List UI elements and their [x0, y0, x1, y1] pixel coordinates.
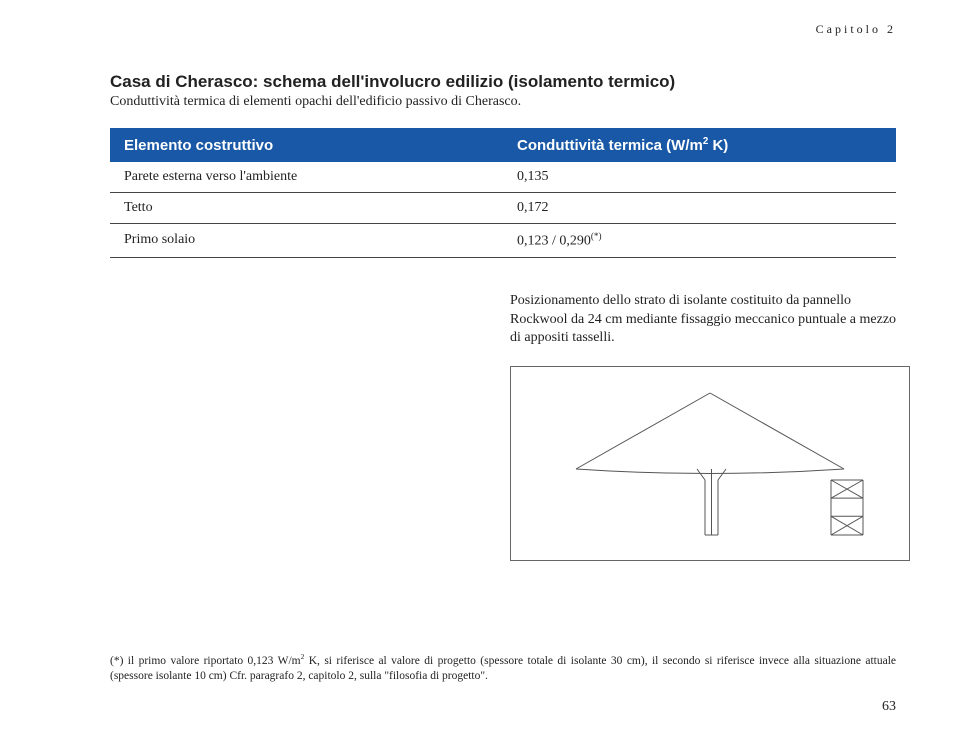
- footnote-pre: (*) il primo valore riportato 0,123 W/m: [110, 655, 301, 667]
- figure-caption: Posizionamento dello strato di isolante …: [510, 292, 910, 349]
- chapter-label: Capitolo 2: [816, 22, 896, 37]
- table-header-element: Elemento costruttivo: [110, 128, 503, 162]
- footnote: (*) il primo valore riportato 0,123 W/m2…: [110, 652, 896, 685]
- figure-box: [510, 366, 910, 561]
- conductivity-table: Elemento costruttivo Conduttività termic…: [110, 128, 896, 258]
- table-cell-value: 0,172: [503, 193, 896, 224]
- table-header-value-pre: Conduttività termica (W/m: [517, 137, 703, 154]
- table-row: Primo solaio 0,123 / 0,290(*): [110, 224, 896, 258]
- table-cell-label: Tetto: [110, 193, 503, 224]
- page: Capitolo 2 Casa di Cherasco: schema dell…: [0, 0, 960, 733]
- page-number: 63: [882, 699, 896, 715]
- page-title: Casa di Cherasco: schema dell'involucro …: [110, 72, 896, 92]
- table-row: Tetto 0,172: [110, 193, 896, 224]
- table-cell-label: Parete esterna verso l'ambiente: [110, 162, 503, 193]
- fastener-diagram: [511, 367, 911, 562]
- page-subtitle: Conduttività termica di elementi opachi …: [110, 94, 896, 110]
- table-cell-value: 0,135: [503, 162, 896, 193]
- table-cell-value: 0,123 / 0,290(*): [503, 224, 896, 258]
- table-header-value-post: K): [708, 137, 728, 154]
- table-cell-label: Primo solaio: [110, 224, 503, 258]
- table-cell-value-sup: (*): [591, 231, 602, 241]
- table-header-value: Conduttività termica (W/m2 K): [503, 128, 896, 162]
- table-row: Parete esterna verso l'ambiente 0,135: [110, 162, 896, 193]
- table-cell-value-pre: 0,123 / 0,290: [517, 234, 591, 249]
